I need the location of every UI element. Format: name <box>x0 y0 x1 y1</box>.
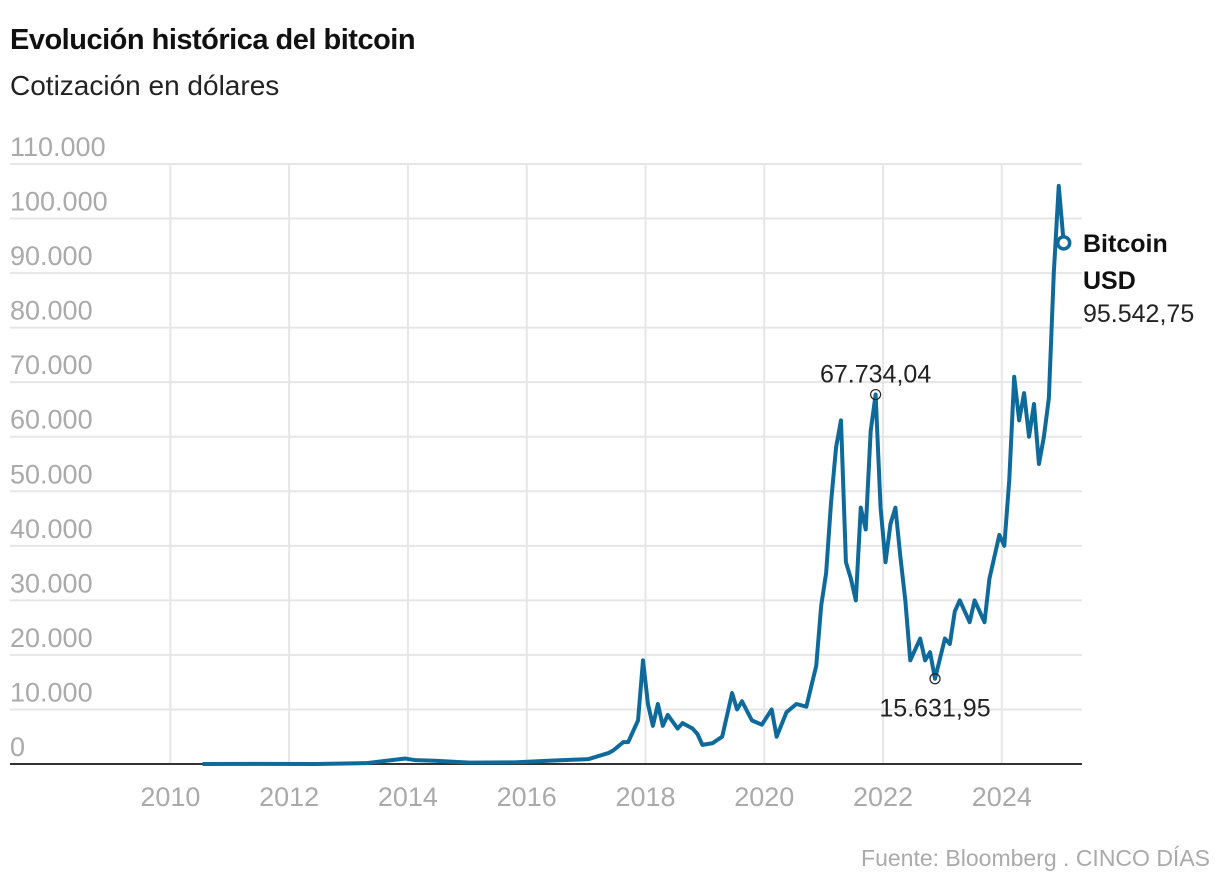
annotation-marker <box>870 388 882 401</box>
x-tick-label: 2012 <box>259 782 319 812</box>
series-label: Bitcoin <box>1083 230 1168 258</box>
y-tick-label: 40.000 <box>10 514 93 544</box>
y-tick-label: 30.000 <box>10 568 93 598</box>
annotation-marker <box>929 673 941 685</box>
annotation-label: 67.734,04 <box>820 361 931 389</box>
x-tick-label: 2024 <box>972 782 1032 812</box>
x-tick-label: 2016 <box>497 782 557 812</box>
chart-title: Evolución histórica del bitcoin <box>10 24 416 56</box>
y-tick-label: 50.000 <box>10 459 93 489</box>
y-tick-label: 0 <box>10 732 25 762</box>
x-tick-label: 2014 <box>378 782 438 812</box>
y-tick-label: 90.000 <box>10 241 93 271</box>
bitcoin-price-line <box>202 183 1066 766</box>
y-tick-label: 100.000 <box>10 187 108 217</box>
y-tick-label: 110.000 <box>10 132 106 162</box>
series-label-unit: USD <box>1083 267 1136 295</box>
x-tick-label: 2022 <box>853 782 913 812</box>
end-value-label: 95.542,75 <box>1083 300 1194 328</box>
y-tick-label: 70.000 <box>10 350 93 380</box>
x-tick-label: 2020 <box>734 782 794 812</box>
y-tick-label: 60.000 <box>10 405 93 435</box>
chart-subtitle: Cotización en dólares <box>10 70 280 101</box>
y-tick-label: 10.000 <box>10 677 93 707</box>
y-tick-label: 20.000 <box>10 623 93 653</box>
source-note: Fuente: Bloomberg . CINCO DÍAS <box>861 845 1210 871</box>
annotation-label: 15.631,95 <box>879 695 990 723</box>
y-tick-label: 80.000 <box>10 296 93 326</box>
x-tick-label: 2018 <box>615 782 675 812</box>
end-point-marker <box>1055 235 1072 251</box>
x-tick-label: 2010 <box>140 782 200 812</box>
